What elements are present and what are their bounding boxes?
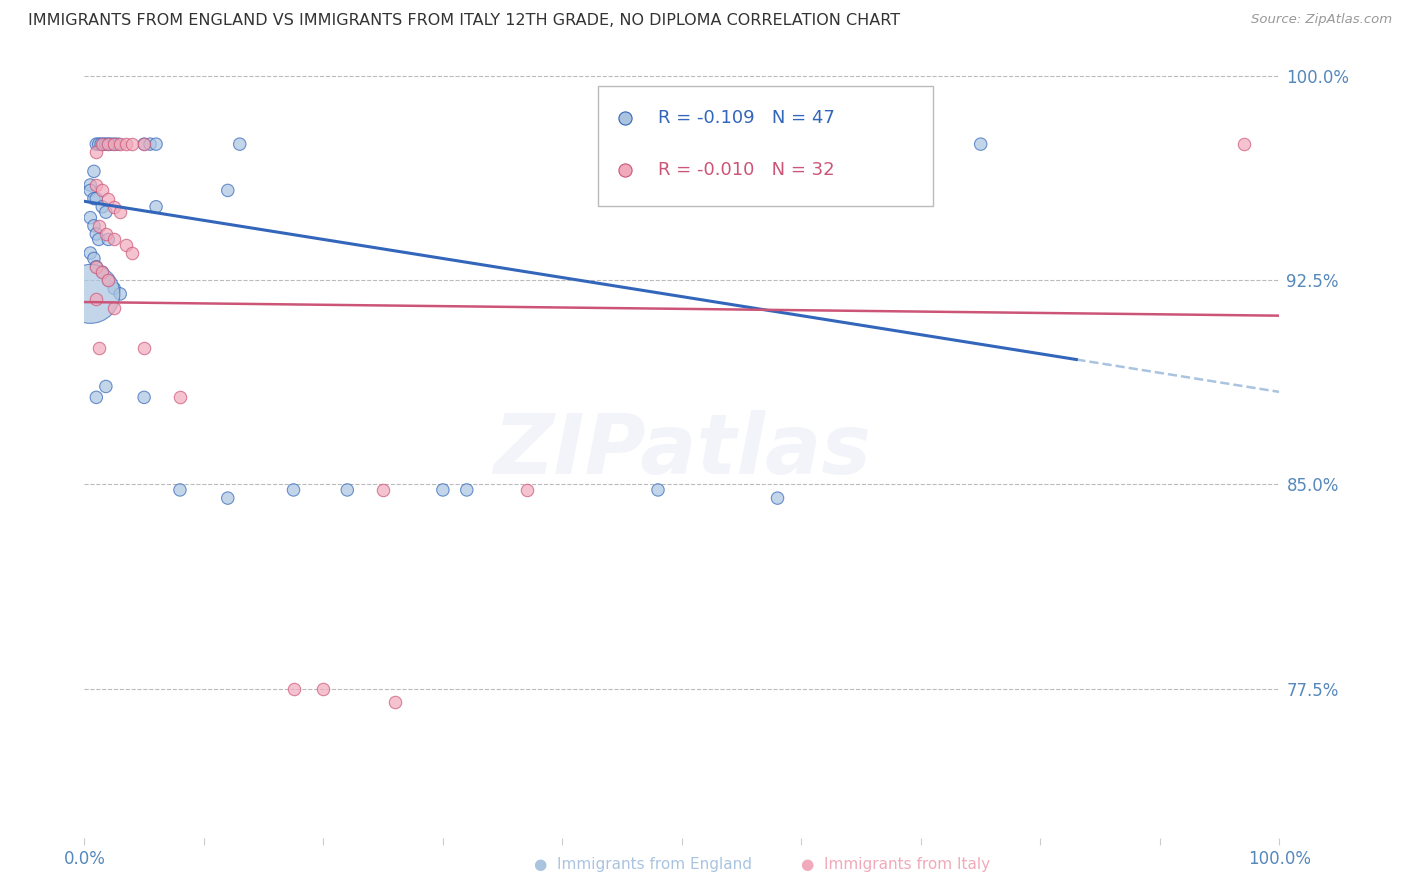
Point [97, 137, 120, 152]
Point [91, 265, 114, 279]
Point [103, 137, 125, 152]
Point [766, 491, 789, 505]
Point [103, 137, 125, 152]
Point [384, 695, 406, 709]
Point [87, 219, 110, 233]
Point [1233, 137, 1256, 152]
FancyBboxPatch shape [599, 86, 934, 206]
Point [91, 200, 114, 214]
Point [79, 178, 101, 192]
Point [86, 178, 108, 192]
Text: IMMIGRANTS FROM ENGLAND VS IMMIGRANTS FROM ITALY 12TH GRADE, NO DIPLOMA CORRELAT: IMMIGRANTS FROM ENGLAND VS IMMIGRANTS FR… [28, 13, 900, 29]
Text: Source: ZipAtlas.com: Source: ZipAtlas.com [1251, 13, 1392, 27]
Point [97, 137, 120, 152]
Point [83, 219, 105, 233]
Point [100, 137, 122, 152]
Point [83, 192, 105, 206]
Point [145, 200, 167, 214]
Point [121, 137, 143, 152]
Point [94, 205, 117, 219]
Point [97, 232, 120, 246]
Point [115, 238, 138, 252]
Point [139, 137, 162, 152]
Point [86, 145, 108, 160]
Point [79, 246, 101, 260]
Point [91, 137, 114, 152]
Point [86, 192, 108, 206]
Point [647, 483, 669, 497]
Point [103, 232, 125, 246]
Point [86, 260, 108, 274]
Point [94, 137, 117, 152]
Point [87, 342, 110, 356]
Point [283, 483, 305, 497]
Point [86, 260, 108, 274]
Point [121, 246, 143, 260]
Point [97, 192, 120, 206]
Text: ZIPatlas: ZIPatlas [494, 410, 870, 491]
Point [103, 281, 125, 295]
Point [97, 273, 120, 287]
Point [87, 232, 110, 246]
Point [103, 301, 125, 315]
Point [132, 137, 156, 152]
Point [115, 137, 138, 152]
Text: ●  Immigrants from England: ● Immigrants from England [534, 857, 752, 872]
Point [132, 390, 156, 404]
Point [83, 252, 105, 266]
Point [86, 390, 108, 404]
Text: R = -0.109   N = 47: R = -0.109 N = 47 [658, 110, 835, 128]
Point [79, 286, 101, 301]
Point [217, 491, 239, 505]
Point [217, 183, 239, 197]
Point [132, 342, 156, 356]
Point [93, 137, 115, 152]
Point [107, 137, 129, 152]
Point [90, 137, 112, 152]
Point [91, 265, 114, 279]
Point [613, 265, 636, 279]
Point [283, 681, 305, 696]
Point [456, 483, 478, 497]
Text: ●  Immigrants from Italy: ● Immigrants from Italy [801, 857, 991, 872]
Point [110, 137, 132, 152]
Point [145, 137, 167, 152]
Point [83, 164, 105, 178]
Point [87, 137, 110, 152]
Point [432, 483, 454, 497]
Point [613, 445, 636, 459]
Point [970, 137, 993, 152]
Point [169, 390, 191, 404]
Point [91, 183, 114, 197]
Point [86, 137, 108, 152]
Point [86, 227, 108, 241]
Point [516, 483, 538, 497]
Point [79, 183, 101, 197]
Point [132, 137, 156, 152]
Point [229, 137, 252, 152]
Point [312, 681, 335, 696]
Point [169, 483, 191, 497]
Point [94, 227, 117, 241]
Point [79, 211, 101, 225]
Point [94, 379, 117, 393]
Point [110, 286, 132, 301]
Text: R = -0.010   N = 32: R = -0.010 N = 32 [658, 161, 835, 178]
Point [110, 205, 132, 219]
Point [97, 273, 120, 287]
Point [336, 483, 359, 497]
Point [86, 293, 108, 307]
Point [103, 200, 125, 214]
Point [373, 483, 395, 497]
